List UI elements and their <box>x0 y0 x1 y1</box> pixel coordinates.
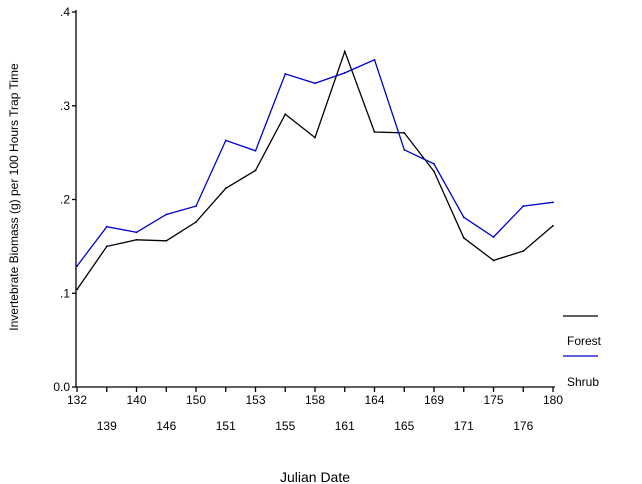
data-point-forest <box>76 288 78 291</box>
data-point-shrub <box>373 58 376 61</box>
data-point-forest <box>373 131 376 133</box>
data-point-shrub <box>224 139 227 142</box>
data-point-shrub <box>195 205 197 207</box>
x-tick-label: 176 <box>513 419 533 433</box>
x-tick-label: 150 <box>186 393 206 407</box>
x-tick-label: 164 <box>364 393 384 407</box>
data-point-forest <box>224 187 227 190</box>
x-tick-label: 169 <box>424 393 444 407</box>
y-tick-label: .2 <box>60 193 70 207</box>
x-tick-label: 165 <box>394 419 414 433</box>
y-tick-label: .1 <box>60 286 70 300</box>
x-tick-label: 171 <box>454 419 474 433</box>
data-point-forest <box>195 221 197 223</box>
x-tick-label: 140 <box>126 393 146 407</box>
data-point-forest <box>254 169 257 172</box>
data-point-shrub <box>462 216 465 219</box>
x-axis-label: Julian Date <box>280 469 350 484</box>
data-point-shrub <box>552 201 554 204</box>
data-point-forest <box>462 237 465 239</box>
legend: Forest Shrub <box>563 315 602 389</box>
series-layer <box>76 49 554 291</box>
x-tick-label: 180 <box>543 393 563 407</box>
y-tick-label: .4 <box>60 5 70 19</box>
x-tick-label: 132 <box>67 393 87 407</box>
y-tick-label: .3 <box>60 99 70 113</box>
legend-label-shrub: Shrub <box>567 375 599 389</box>
series-line-forest <box>76 49 554 290</box>
data-point-shrub <box>314 82 316 85</box>
data-point-forest <box>433 170 435 173</box>
data-point-forest <box>284 113 287 116</box>
data-point-shrub <box>433 162 435 165</box>
data-point-forest <box>165 239 168 242</box>
series-line-shrub <box>76 58 554 267</box>
x-tick-label: 155 <box>275 419 295 433</box>
data-point-shrub <box>76 265 78 267</box>
data-point-shrub <box>492 236 495 238</box>
data-point-forest <box>343 50 346 53</box>
x-tick-label: 161 <box>335 419 355 433</box>
data-point-forest <box>492 259 495 262</box>
x-tick-label: 158 <box>305 393 325 407</box>
data-point-shrub <box>165 213 168 216</box>
data-point-shrub <box>343 72 346 74</box>
data-point-shrub <box>135 231 138 234</box>
data-point-shrub <box>284 72 287 75</box>
x-tick-label: 139 <box>97 419 117 433</box>
x-tick-label: 153 <box>245 393 265 407</box>
data-point-shrub <box>522 205 525 207</box>
x-tick-label: 146 <box>156 419 176 433</box>
data-point-shrub <box>254 149 257 152</box>
axes: 0.0 .1 .2 .3 .4 132 139 140 146 150 151 153 155 158 16… <box>53 5 563 433</box>
data-point-forest <box>403 132 406 134</box>
data-point-shrub <box>403 148 406 151</box>
data-point-forest <box>105 245 108 248</box>
y-axis-label: Invertebrate Biomass (g) per 100 Hours T… <box>7 63 21 331</box>
data-point-forest <box>314 136 316 139</box>
x-tick-label: 151 <box>216 419 236 433</box>
legend-label-forest: Forest <box>567 334 602 348</box>
data-point-forest <box>135 238 138 241</box>
data-point-forest <box>552 224 554 227</box>
y-tick-label: 0.0 <box>53 380 70 394</box>
x-tick-label: 175 <box>483 393 503 407</box>
data-point-forest <box>522 250 525 252</box>
data-point-shrub <box>105 225 108 228</box>
